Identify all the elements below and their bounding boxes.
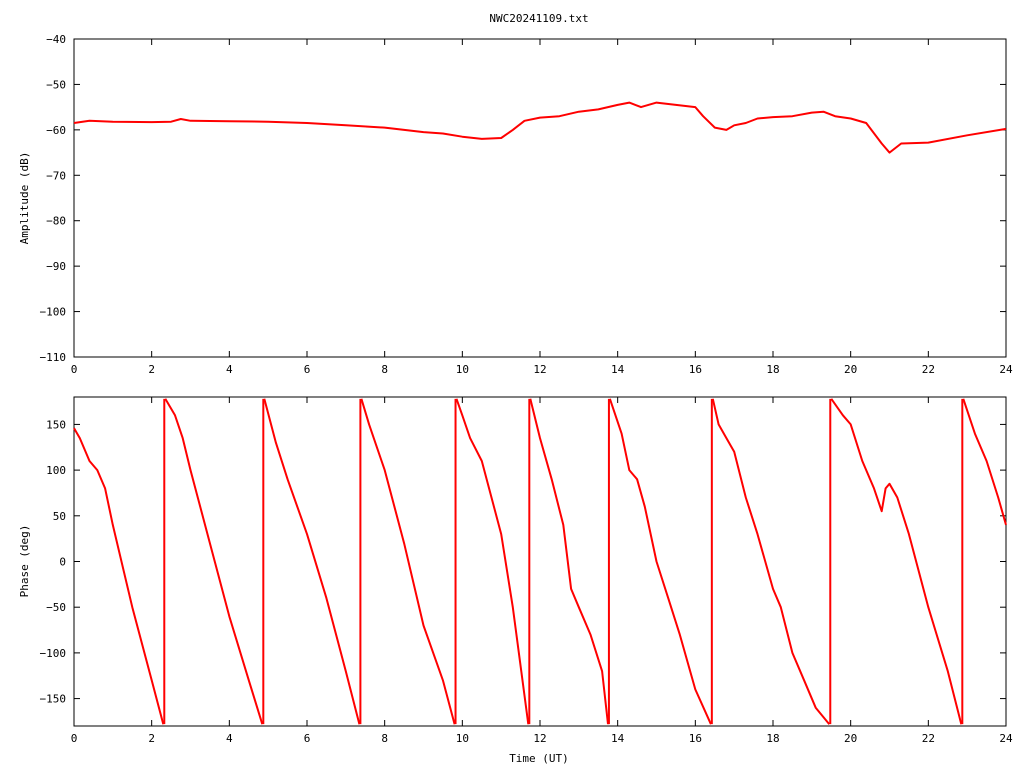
amplitude-axis-label: Amplitude (dB) <box>18 152 31 245</box>
phase-line-segment <box>455 398 530 725</box>
phase-axis-label: Phase (deg) <box>18 525 31 598</box>
phase-line-segment <box>73 427 165 725</box>
phase-x-tick-label: 20 <box>844 732 857 745</box>
amplitude-y-tick-label: −40 <box>46 33 66 46</box>
phase-line-segment <box>529 398 609 725</box>
amplitude-y-tick-label: −80 <box>46 215 66 228</box>
phase-x-tick-label: 12 <box>533 732 546 745</box>
phase-x-tick-label: 4 <box>226 732 233 745</box>
phase-line-segment <box>962 398 1007 526</box>
amplitude-x-tick-label: 12 <box>533 363 546 376</box>
amplitude-x-tick-label: 24 <box>999 363 1013 376</box>
phase-y-tick-label: 0 <box>59 556 66 569</box>
phase-line-segment <box>830 398 963 725</box>
phase-x-tick-label: 0 <box>71 732 78 745</box>
phase-panel: 0 2 4 6 8 10 12 14 16 18 20 22 24−150−100−5005010015… <box>18 396 1013 765</box>
phase-line-segment <box>360 398 456 725</box>
phase-x-tick-label: 8 <box>381 732 388 745</box>
amplitude-x-tick-label: 4 <box>226 363 233 376</box>
phase-ticks: 0 2 4 6 8 10 12 14 16 18 20 22 24−150−100−5005010015… <box>40 397 1013 745</box>
amplitude-line-segment <box>73 101 1007 154</box>
amplitude-x-tick-label: 18 <box>766 363 779 376</box>
amplitude-x-tick-label: 22 <box>922 363 935 376</box>
phase-line-segment <box>164 398 264 725</box>
phase-line-segment <box>263 398 361 725</box>
phase-x-tick-label: 14 <box>611 732 625 745</box>
amplitude-x-tick-label: 16 <box>689 363 702 376</box>
phase-x-tick-label: 18 <box>766 732 779 745</box>
phase-x-tick-label: 10 <box>456 732 469 745</box>
phase-y-tick-label: −100 <box>40 647 67 660</box>
amplitude-y-tick-label: −100 <box>40 306 67 319</box>
phase-y-tick-label: 150 <box>46 418 66 431</box>
amplitude-plot-frame <box>73 38 1007 358</box>
amplitude-x-tick-label: 2 <box>148 363 155 376</box>
phase-y-tick-label: 50 <box>53 510 66 523</box>
chart-title: NWC20241109.txt <box>489 12 588 25</box>
time-axis-label: Time (UT) <box>509 752 569 765</box>
amplitude-x-tick-label: 0 <box>71 363 78 376</box>
amplitude-y-tick-label: −90 <box>46 260 66 273</box>
phase-y-tick-label: 100 <box>46 464 66 477</box>
amplitude-y-tick-label: −60 <box>46 124 66 137</box>
amplitude-y-tick-label: −70 <box>46 169 66 182</box>
phase-line-segment <box>711 398 831 725</box>
phase-y-tick-label: −150 <box>40 693 67 706</box>
phase-y-tick-label: −50 <box>46 601 66 614</box>
phase-x-tick-label: 24 <box>999 732 1013 745</box>
amplitude-x-tick-label: 20 <box>844 363 857 376</box>
phase-x-tick-label: 6 <box>304 732 311 745</box>
amplitude-y-tick-label: −50 <box>46 78 66 91</box>
amplitude-panel: 0 2 4 6 8 10 12 14 16 18 20 22 24−110−100−90−80−70−6… <box>18 33 1013 376</box>
amplitude-y-tick-label: −110 <box>40 351 67 364</box>
amplitude-x-tick-label: 10 <box>456 363 469 376</box>
phase-line-segment <box>608 398 712 725</box>
amplitude-x-tick-label: 8 <box>381 363 388 376</box>
amplitude-x-tick-label: 14 <box>611 363 625 376</box>
amplitude-x-tick-label: 6 <box>304 363 311 376</box>
amplitude-ticks: 0 2 4 6 8 10 12 14 16 18 20 22 24−110−100−90−80−70−6… <box>40 33 1013 376</box>
amplitude-series <box>73 101 1007 154</box>
phase-x-tick-label: 2 <box>148 732 155 745</box>
phase-x-tick-label: 22 <box>922 732 935 745</box>
phase-x-tick-label: 16 <box>689 732 702 745</box>
phase-series <box>73 398 1007 725</box>
